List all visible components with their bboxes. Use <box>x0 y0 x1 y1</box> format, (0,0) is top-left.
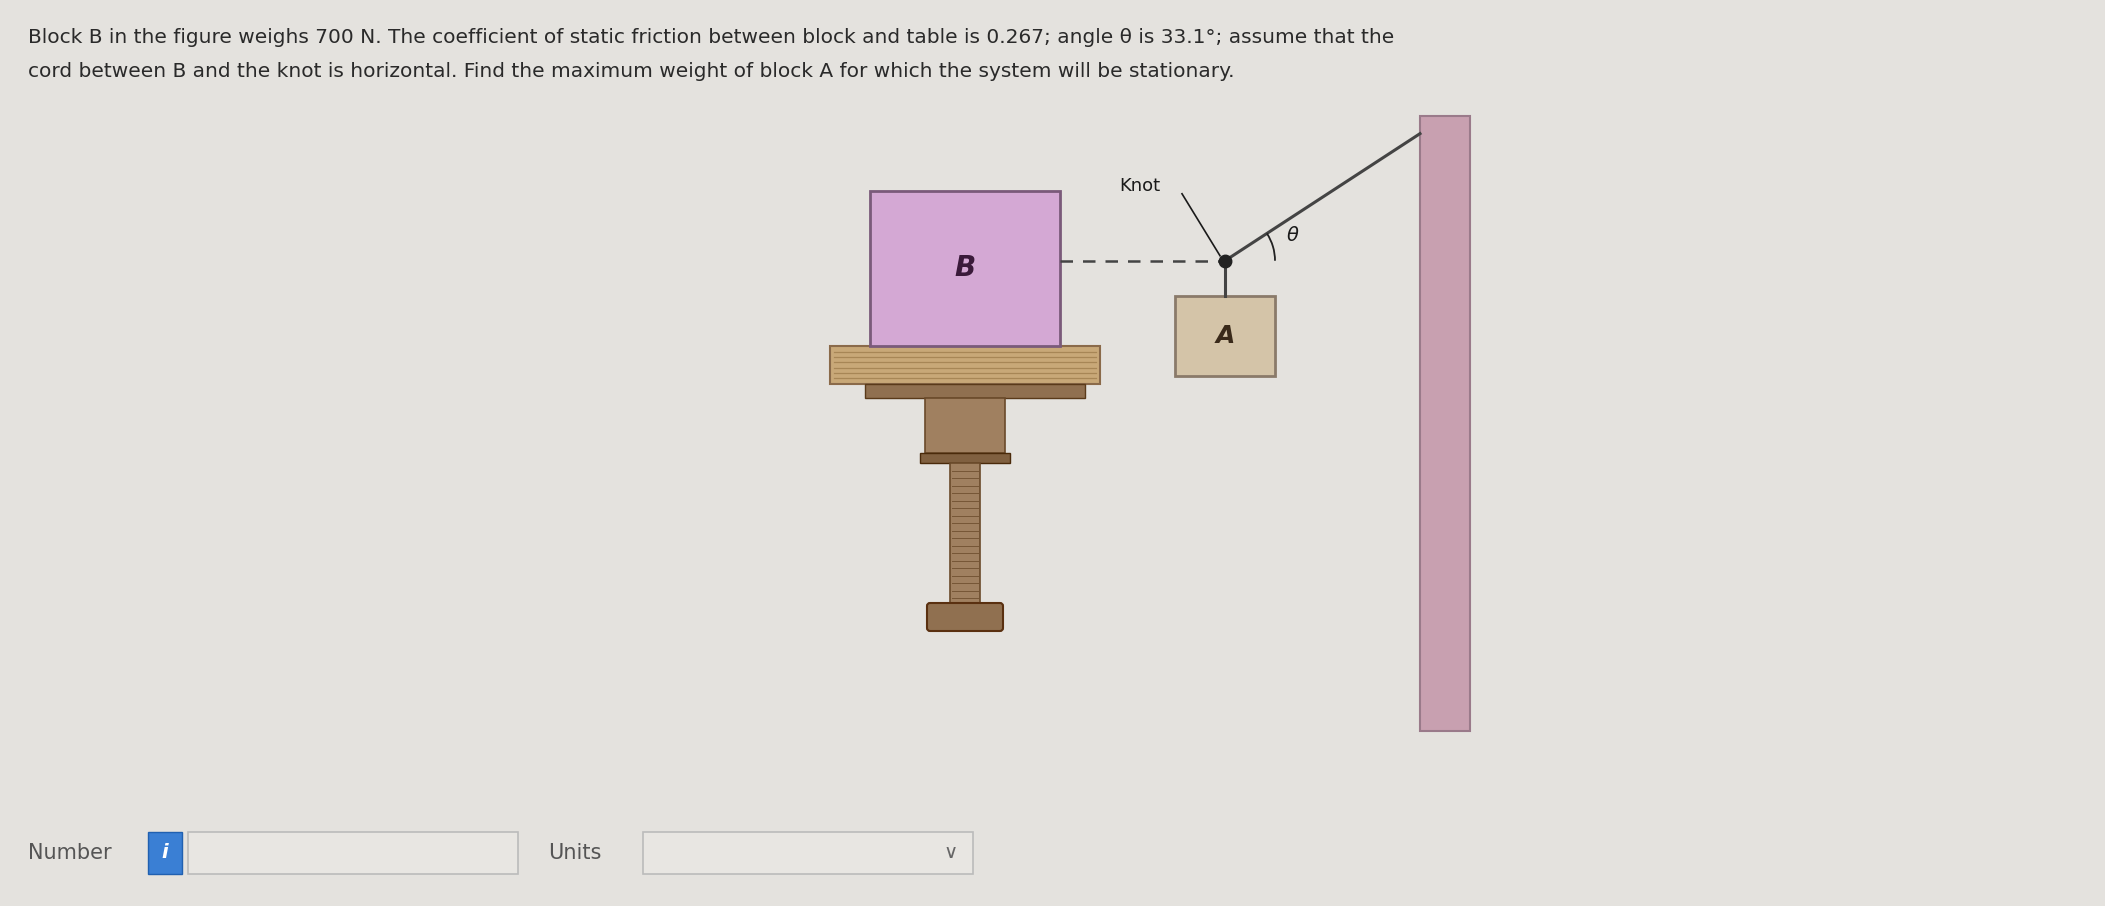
Text: Number: Number <box>27 843 112 863</box>
Text: θ: θ <box>1286 226 1299 245</box>
Text: Knot: Knot <box>1120 177 1160 195</box>
Text: Block B in the figure weighs 700 N. The coefficient of static friction between b: Block B in the figure weighs 700 N. The … <box>27 28 1398 47</box>
FancyBboxPatch shape <box>924 398 1004 453</box>
FancyBboxPatch shape <box>920 453 1010 463</box>
FancyBboxPatch shape <box>642 832 973 874</box>
FancyBboxPatch shape <box>865 384 1084 398</box>
Text: i: i <box>162 843 168 863</box>
FancyBboxPatch shape <box>829 346 1101 384</box>
Text: A: A <box>1215 323 1236 348</box>
FancyBboxPatch shape <box>869 191 1061 346</box>
FancyBboxPatch shape <box>187 832 518 874</box>
Text: B: B <box>954 255 975 283</box>
Text: ∨: ∨ <box>943 843 958 863</box>
FancyBboxPatch shape <box>926 603 1002 631</box>
FancyBboxPatch shape <box>147 832 181 874</box>
FancyBboxPatch shape <box>1421 116 1469 731</box>
FancyBboxPatch shape <box>1175 295 1276 376</box>
FancyBboxPatch shape <box>949 463 981 606</box>
Text: cord between B and the knot is horizontal. Find the maximum weight of block A fo: cord between B and the knot is horizonta… <box>27 62 1234 81</box>
Text: Units: Units <box>547 843 602 863</box>
